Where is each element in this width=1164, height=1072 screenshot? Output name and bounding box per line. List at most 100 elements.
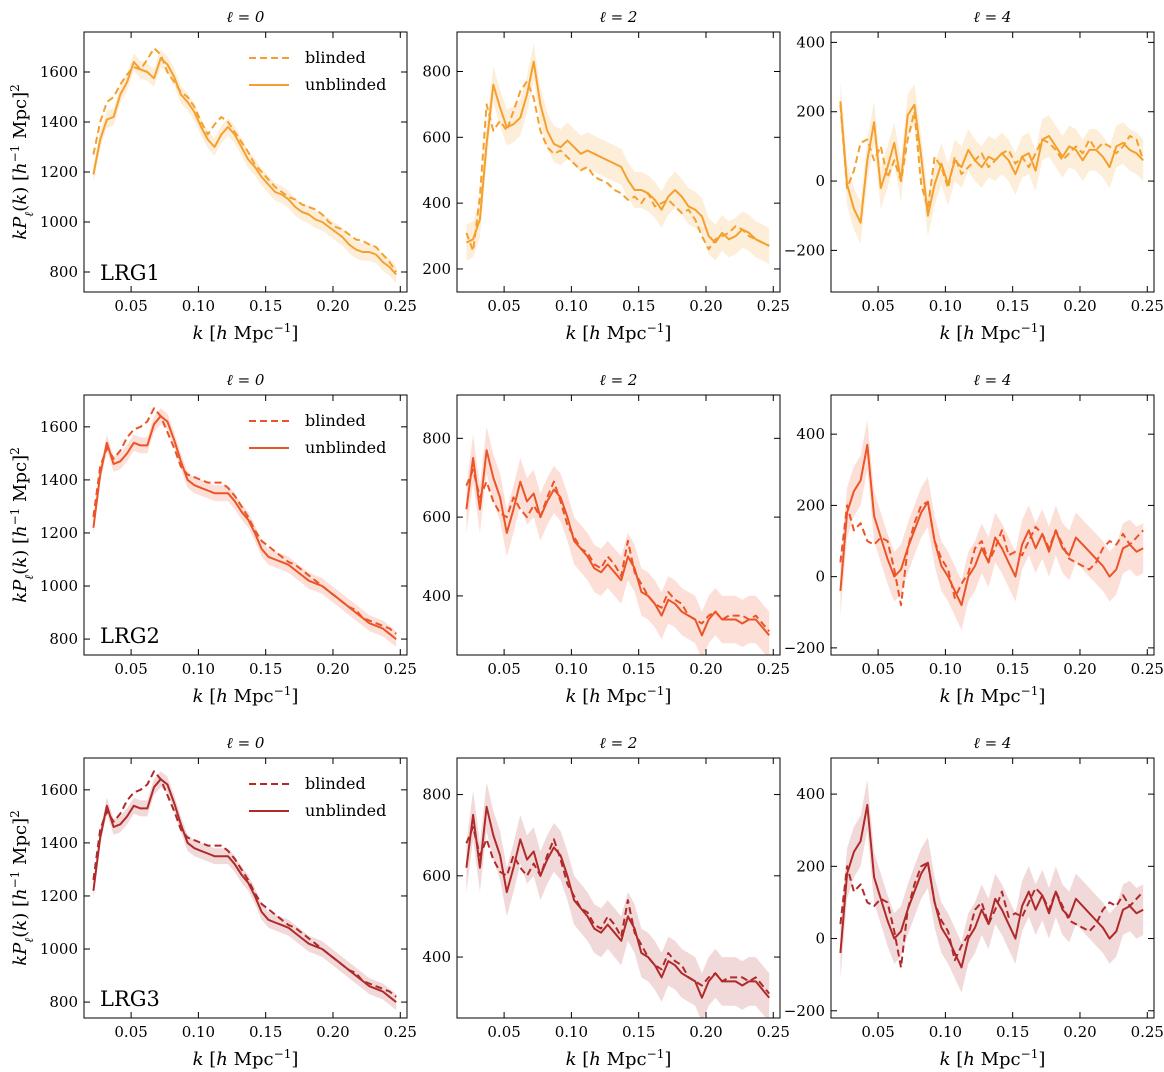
y-tick-label: 400 bbox=[796, 785, 825, 803]
x-tick-label: 0.25 bbox=[757, 1023, 790, 1041]
axes-frame bbox=[456, 394, 781, 656]
x-tick-label: 0.15 bbox=[996, 1023, 1029, 1041]
y-tick-label: 800 bbox=[49, 630, 78, 648]
x-tick-label: 0.20 bbox=[1063, 1023, 1096, 1041]
x-tick-label: 0.10 bbox=[182, 1023, 215, 1041]
y-tick-label: 1000 bbox=[40, 940, 78, 958]
error-band bbox=[93, 408, 397, 647]
series-line-blinded bbox=[465, 826, 770, 995]
x-tick-label: 0.20 bbox=[689, 660, 722, 678]
series-line-unblinded bbox=[839, 803, 1144, 969]
y-tick-label: 1600 bbox=[40, 63, 78, 81]
x-tick-label: 0.20 bbox=[1063, 297, 1096, 315]
x-axis-label: k [h Mpc−1] bbox=[940, 321, 1046, 344]
x-tick-label: 0.15 bbox=[622, 660, 655, 678]
y-axis-label: kPℓ(k) [h−1 Mpc]2 bbox=[8, 810, 36, 965]
y-tick-label: 800 bbox=[49, 263, 78, 281]
error-band bbox=[93, 771, 397, 1010]
panel-title: ℓ = 2 bbox=[600, 8, 638, 26]
y-tick-label: −200 bbox=[784, 241, 825, 259]
y-tick-label: 400 bbox=[422, 587, 451, 605]
plot-area bbox=[839, 779, 1144, 993]
error-band bbox=[840, 779, 1144, 993]
x-tick-label: 0.25 bbox=[1131, 660, 1164, 678]
y-tick-label: 1200 bbox=[40, 163, 78, 181]
x-tick-label: 0.05 bbox=[861, 297, 894, 315]
series-line-blinded bbox=[92, 407, 397, 635]
legend-label-unblinded: unblinded bbox=[305, 801, 386, 820]
series-line-unblinded bbox=[839, 101, 1144, 224]
series-line-blinded bbox=[92, 47, 398, 273]
y-tick-label: 1200 bbox=[40, 524, 78, 542]
error-band bbox=[466, 426, 770, 655]
x-tick-label: 0.20 bbox=[1063, 660, 1096, 678]
x-tick-label: 0.15 bbox=[622, 1023, 655, 1041]
series-line-blinded bbox=[839, 861, 1144, 969]
y-tick-label: 400 bbox=[796, 33, 825, 51]
x-tick-label: 0.05 bbox=[114, 660, 147, 678]
series-line-unblinded bbox=[92, 57, 397, 276]
panel-lrg2-l4: 0.05 0.10 0.15 0.20 0.25 −200 0 200 400 ℓ = 4 k [h… bbox=[784, 371, 1164, 707]
panel-lrg3-l4: 0.05 0.10 0.15 0.20 0.25 −200 0 200 400 ℓ = 4 k [h… bbox=[784, 734, 1164, 1070]
x-tick-label: 0.10 bbox=[555, 297, 588, 315]
panel-lrg1-l0: 0.05 0.10 0.15 0.20 0.25 800 1000 1200 1400 1600 ℓ… bbox=[8, 8, 417, 344]
x-tick-label: 0.10 bbox=[929, 660, 962, 678]
plot-area bbox=[465, 782, 770, 1018]
x-axis-label: k [h Mpc−1] bbox=[193, 684, 299, 707]
y-tick-label: 1400 bbox=[40, 834, 78, 852]
y-tick-label: 400 bbox=[422, 194, 451, 212]
axes-frame bbox=[830, 31, 1155, 293]
y-tick-label: 200 bbox=[796, 103, 825, 121]
panel-title: ℓ = 4 bbox=[974, 8, 1012, 26]
x-tick-label: 0.15 bbox=[249, 297, 282, 315]
y-tick-label: 600 bbox=[422, 867, 451, 885]
x-axis-label: k [h Mpc−1] bbox=[566, 684, 672, 707]
x-tick-label: 0.25 bbox=[384, 660, 417, 678]
y-tick-label: 0 bbox=[815, 568, 825, 586]
plot-area bbox=[92, 770, 397, 1010]
y-tick-label: −200 bbox=[784, 1002, 825, 1020]
y-tick-label: 800 bbox=[49, 993, 78, 1011]
x-tick-label: 0.20 bbox=[689, 297, 722, 315]
panel-lrg3-l2: 0.05 0.10 0.15 0.20 0.25 400 600 800 ℓ = 2 k [h M… bbox=[422, 734, 790, 1070]
error-band bbox=[466, 43, 770, 264]
y-tick-label: 200 bbox=[796, 496, 825, 514]
y-axis-label: kPℓ(k) [h−1 Mpc]2 bbox=[8, 447, 36, 602]
x-tick-label: 0.25 bbox=[384, 1023, 417, 1041]
series-line-blinded bbox=[839, 104, 1145, 210]
x-tick-label: 0.20 bbox=[316, 1023, 349, 1041]
legend: blinded unblinded bbox=[249, 411, 386, 457]
x-tick-label: 0.10 bbox=[555, 1023, 588, 1041]
axes-frame bbox=[456, 757, 781, 1019]
x-tick-label: 0.15 bbox=[996, 660, 1029, 678]
x-tick-label: 0.10 bbox=[929, 297, 962, 315]
axes-frame bbox=[830, 394, 1155, 656]
plot-area bbox=[92, 47, 398, 284]
panel-title: ℓ = 0 bbox=[227, 734, 265, 752]
series-line-unblinded bbox=[92, 415, 397, 640]
y-tick-label: 0 bbox=[815, 172, 825, 190]
y-tick-label: −200 bbox=[784, 639, 825, 657]
series-line-unblinded bbox=[92, 778, 397, 1003]
x-axis-label: k [h Mpc−1] bbox=[566, 321, 672, 344]
x-tick-label: 0.25 bbox=[1131, 1023, 1164, 1041]
y-tick-label: 600 bbox=[422, 508, 451, 526]
y-tick-label: 200 bbox=[796, 857, 825, 875]
y-axis-label: kPℓ(k) [h−1 Mpc]2 bbox=[8, 84, 36, 239]
y-tick-label: 400 bbox=[422, 948, 451, 966]
panel-lrg2-l0: 0.05 0.10 0.15 0.20 0.25 800 1000 1200 1400 1600 ℓ… bbox=[8, 371, 417, 707]
panel-title: ℓ = 2 bbox=[600, 734, 638, 752]
panel-lrg2-l2: 0.05 0.10 0.15 0.20 0.25 400 600 800 ℓ = 2 k [h M… bbox=[422, 371, 790, 707]
x-axis-label: k [h Mpc−1] bbox=[940, 684, 1046, 707]
axes-frame bbox=[83, 394, 408, 656]
y-tick-label: 1200 bbox=[40, 887, 78, 905]
y-tick-label: 200 bbox=[422, 260, 451, 278]
x-tick-label: 0.15 bbox=[249, 660, 282, 678]
axes-frame bbox=[830, 757, 1155, 1019]
x-axis-label: k [h Mpc−1] bbox=[940, 1047, 1046, 1070]
y-tick-label: 1000 bbox=[40, 577, 78, 595]
x-tick-label: 0.05 bbox=[114, 1023, 147, 1041]
axes-frame bbox=[456, 31, 781, 293]
x-tick-label: 0.25 bbox=[757, 297, 790, 315]
x-tick-label: 0.05 bbox=[861, 660, 894, 678]
